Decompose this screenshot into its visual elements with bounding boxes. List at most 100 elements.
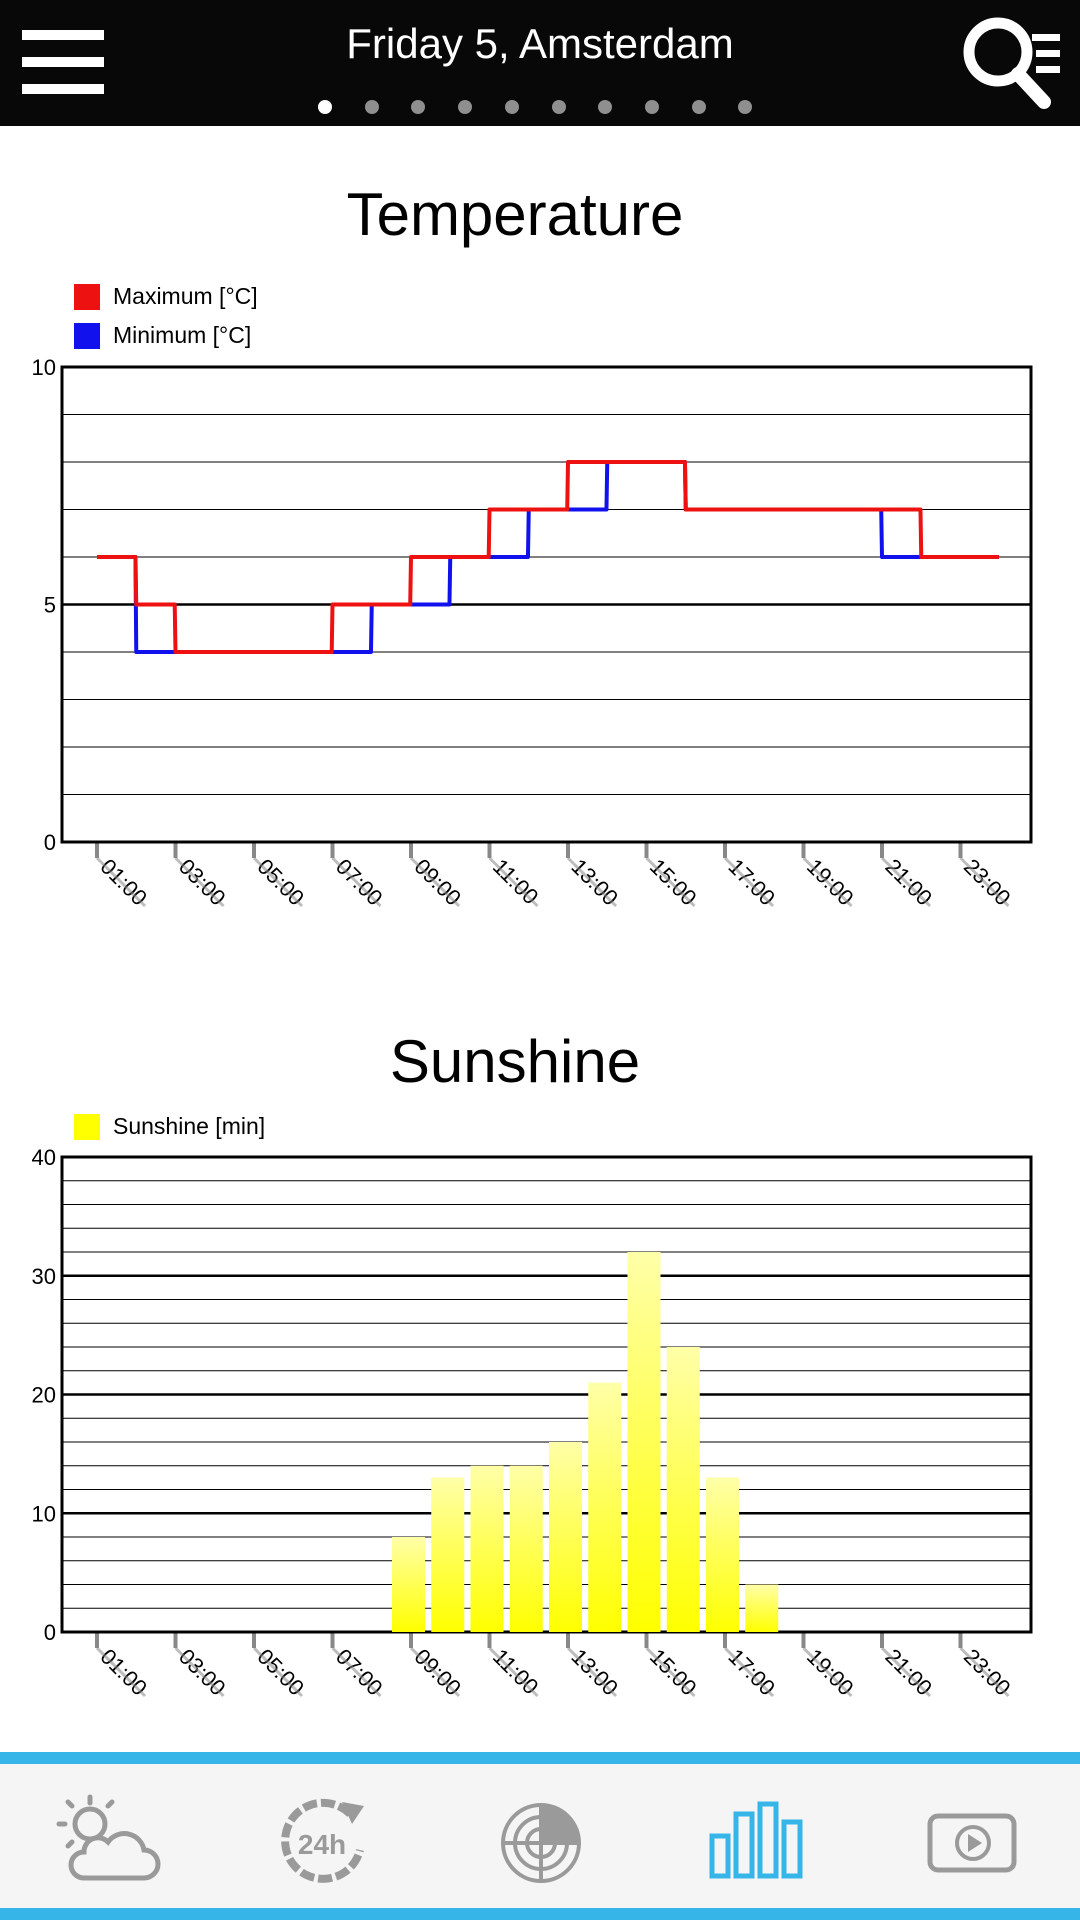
- page-title: Friday 5, Amsterdam: [346, 20, 734, 67]
- top-bar: Friday 5, Amsterdam: [0, 0, 1080, 126]
- x-tick-label: 19:00: [802, 1644, 859, 1701]
- bar: [588, 1382, 622, 1632]
- page-dot-3[interactable]: [411, 100, 426, 114]
- x-tick-label: 11:00: [488, 854, 543, 909]
- radar-icon[interactable]: [486, 1792, 596, 1892]
- x-tick-label: 17:00: [723, 1644, 780, 1701]
- x-tick-shadow: [566, 1646, 618, 1698]
- x-tick-shadow: [880, 856, 932, 908]
- x-tick-shadow: [723, 856, 775, 908]
- nav-bottom-line: [0, 1908, 1080, 1920]
- y-tick-label: 0: [44, 1620, 56, 1645]
- x-tick-shadow: [566, 856, 618, 908]
- x-tick-label: 23:00: [959, 854, 1016, 911]
- bar: [666, 1347, 700, 1632]
- temperature-chart-title: Temperature: [346, 181, 684, 248]
- x-tick-label: 07:00: [331, 1644, 388, 1701]
- bar: [431, 1477, 465, 1632]
- 24h-icon[interactable]: 24h: [272, 1792, 382, 1892]
- x-tick-shadow: [409, 1646, 461, 1698]
- svg-text:24h: 24h: [298, 1829, 346, 1860]
- x-tick-shadow: [802, 856, 853, 908]
- x-tick-shadow: [331, 856, 382, 908]
- menu-icon[interactable]: [22, 30, 104, 94]
- x-tick-shadow: [802, 1646, 853, 1698]
- x-tick-label: 21:00: [880, 854, 937, 911]
- legend-swatch-maximum: [74, 284, 100, 310]
- page-dot-7[interactable]: [598, 100, 613, 114]
- temperature-chart: 10 5 0 01:00 03:00 05:00 07:00 09:00 11:00 13:00 1…: [32, 355, 1033, 911]
- bar: [745, 1584, 779, 1632]
- x-tick-label: 11:00: [488, 1644, 543, 1699]
- bar: [392, 1537, 425, 1632]
- x-tick-shadow: [409, 856, 461, 908]
- y-tick-label: 30: [32, 1264, 56, 1289]
- plot-frame: [60, 365, 1033, 844]
- x-tick-shadow: [645, 1646, 696, 1698]
- legend-swatch-minimum: [74, 323, 100, 349]
- sunshine-chart: 40 30 20 10 0 01:00 03:00 05:00 07:00 09:00 11:00 1…: [32, 1145, 1033, 1701]
- x-tick-shadow: [174, 856, 225, 908]
- page-dot-1[interactable]: [318, 100, 332, 114]
- page-dot-9[interactable]: [691, 100, 706, 114]
- plot-frame: [60, 1155, 1033, 1634]
- x-tick-shadow: [880, 1646, 932, 1698]
- x-tick-shadow: [959, 856, 1010, 908]
- y-tick-label: 10: [32, 355, 56, 380]
- page-dot-2[interactable]: [364, 100, 379, 114]
- x-tick-label: 03:00: [174, 1644, 231, 1701]
- page-dot-5[interactable]: [504, 100, 519, 114]
- x-tick-label: 03:00: [174, 854, 231, 911]
- legend-swatch-sunshine: [74, 1114, 100, 1140]
- bar: [706, 1477, 739, 1632]
- x-tick-label: 07:00: [331, 854, 388, 911]
- y-tick-label: 10: [32, 1501, 56, 1526]
- page-indicator: [318, 100, 758, 116]
- x-tick-shadow: [95, 856, 147, 908]
- x-tick-shadow: [488, 1646, 539, 1698]
- x-tick-label: 15:00: [645, 854, 702, 911]
- x-tick-label: 19:00: [802, 854, 859, 911]
- legend-label-minimum: Minimum [°C]: [113, 322, 252, 348]
- bar: [549, 1442, 582, 1632]
- x-tick-label: 23:00: [959, 1644, 1016, 1701]
- x-tick-shadow: [959, 1646, 1010, 1698]
- x-tick-label: 17:00: [723, 854, 780, 911]
- bar: [509, 1465, 543, 1632]
- x-tick-label: 01:00: [95, 854, 152, 911]
- legend-label-sunshine: Sunshine [min]: [113, 1113, 266, 1139]
- x-tick-label: 09:00: [409, 1644, 466, 1701]
- bar: [470, 1465, 504, 1632]
- x-tick-shadow: [645, 856, 696, 908]
- x-tick-label: 09:00: [409, 854, 466, 911]
- x-tick-label: 05:00: [252, 854, 309, 911]
- bar: [627, 1252, 661, 1632]
- x-tick-shadow: [95, 1646, 147, 1698]
- nav-accent-line: [0, 1752, 1080, 1764]
- x-tick-label: 05:00: [252, 1644, 309, 1701]
- x-tick-label: 01:00: [95, 1644, 152, 1701]
- y-tick-label: 40: [32, 1145, 56, 1170]
- y-tick-label: 20: [32, 1383, 56, 1408]
- x-tick-label: 13:00: [566, 1644, 623, 1701]
- x-tick-label: 15:00: [645, 1644, 702, 1701]
- page-dot-6[interactable]: [551, 100, 566, 114]
- weather-icon[interactable]: [52, 1792, 162, 1892]
- y-tick-label: 5: [44, 593, 56, 618]
- x-tick-shadow: [488, 856, 539, 908]
- series-line-maximum: [97, 460, 999, 654]
- page-dot-8[interactable]: [644, 100, 659, 114]
- x-tick-shadow: [252, 1646, 304, 1698]
- page-dot-4[interactable]: [458, 100, 473, 114]
- x-tick-shadow: [174, 1646, 225, 1698]
- page-dot-10[interactable]: [738, 100, 753, 114]
- charts-icon[interactable]: [702, 1792, 812, 1892]
- x-tick-shadow: [723, 1646, 775, 1698]
- search-icon[interactable]: [960, 14, 1066, 114]
- video-icon[interactable]: [918, 1792, 1028, 1892]
- x-tick-label: 13:00: [566, 854, 623, 911]
- sunshine-chart-title: Sunshine: [389, 1028, 641, 1095]
- x-tick-shadow: [252, 856, 304, 908]
- legend-label-maximum: Maximum [°C]: [113, 283, 258, 309]
- x-tick-shadow: [331, 1646, 382, 1698]
